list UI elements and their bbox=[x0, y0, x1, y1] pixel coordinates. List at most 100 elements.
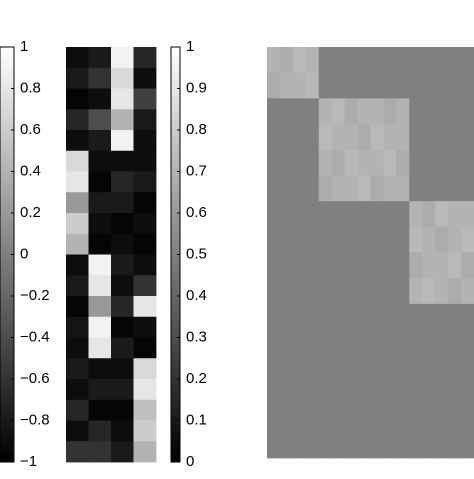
heatmap-cell bbox=[357, 226, 371, 253]
heatmap-cell bbox=[292, 303, 307, 330]
heatmap-cell bbox=[396, 124, 410, 151]
heatmap-cell bbox=[461, 149, 474, 176]
heatmap-cell bbox=[133, 67, 157, 89]
heatmap-cell bbox=[305, 175, 320, 202]
heatmap-cell bbox=[396, 201, 410, 228]
heatmap-cell bbox=[318, 303, 333, 330]
heatmap-cell bbox=[267, 329, 281, 356]
heatmap-cell bbox=[370, 252, 384, 279]
heatmap-cell bbox=[331, 432, 346, 459]
heatmap-cell bbox=[357, 47, 371, 74]
heatmap-cell bbox=[422, 406, 436, 433]
heatmap-cell bbox=[111, 379, 134, 401]
tick-label: 0.4 bbox=[186, 287, 207, 304]
heatmap-cell bbox=[422, 303, 436, 330]
heatmap-cell bbox=[422, 124, 436, 151]
heatmap-cell bbox=[370, 329, 384, 356]
heatmap-cell bbox=[448, 380, 462, 408]
heatmap-cell bbox=[370, 226, 384, 253]
heatmap-cell bbox=[66, 254, 89, 276]
heatmap-cell bbox=[267, 355, 281, 382]
heatmap-cell bbox=[331, 380, 346, 408]
heatmap-cell bbox=[461, 355, 474, 382]
heatmap-cell bbox=[88, 213, 112, 235]
heatmap-cell bbox=[409, 329, 423, 356]
heatmap-cell bbox=[133, 379, 157, 401]
heatmap-cell bbox=[331, 303, 346, 330]
heatmap-cell bbox=[111, 358, 134, 380]
heatmap-cell bbox=[357, 175, 371, 202]
heatmap-cell bbox=[88, 379, 112, 401]
heatmap-cell bbox=[409, 47, 423, 74]
tick-label: 0.2 bbox=[20, 204, 41, 221]
heatmap-cell bbox=[66, 337, 89, 359]
tick-label: 0.9 bbox=[186, 79, 207, 96]
heatmap-cell bbox=[111, 337, 134, 359]
heatmap-cell bbox=[88, 275, 112, 297]
tick-label: 0.7 bbox=[186, 162, 207, 179]
heatmap-cell bbox=[88, 130, 112, 152]
heatmap-cell bbox=[66, 213, 89, 235]
heatmap-cell bbox=[435, 329, 449, 356]
heatmap-cell bbox=[409, 355, 423, 382]
heatmap-cell bbox=[448, 124, 462, 151]
heatmap-cell bbox=[357, 303, 371, 330]
heatmap-cell bbox=[370, 47, 384, 74]
tick-label: 0.6 bbox=[20, 121, 41, 138]
tick-label: 0 bbox=[20, 245, 28, 262]
heatmap-cell bbox=[66, 192, 89, 214]
heatmap-cell bbox=[435, 149, 449, 176]
heatmap-cell bbox=[383, 72, 397, 99]
heatmap-cell bbox=[357, 329, 371, 356]
heatmap-cell bbox=[318, 72, 333, 99]
tick-label: 0.6 bbox=[186, 204, 207, 221]
heatmap-cell bbox=[396, 355, 410, 382]
heatmap-cell bbox=[409, 149, 423, 176]
heatmap-cell bbox=[133, 337, 157, 359]
heatmap-cell bbox=[370, 201, 384, 228]
heatmap-cell bbox=[66, 67, 89, 89]
heatmap-cell bbox=[267, 175, 281, 202]
heatmap-cell bbox=[331, 149, 346, 176]
heatmap-cell bbox=[383, 98, 397, 125]
heatmap-cell bbox=[88, 337, 112, 359]
heatmap-cell bbox=[396, 226, 410, 253]
tick-label: 0.8 bbox=[20, 79, 41, 96]
heatmap-cell bbox=[88, 233, 112, 255]
heatmap-cell bbox=[344, 98, 358, 125]
heatmap-cell bbox=[409, 278, 423, 305]
heatmap-cell bbox=[88, 420, 112, 442]
heatmap-cell bbox=[357, 252, 371, 279]
heatmap-cell bbox=[279, 303, 294, 330]
heatmap-cell bbox=[267, 201, 281, 228]
heatmap-cell bbox=[396, 380, 410, 408]
heatmap-cell bbox=[111, 67, 134, 89]
tick-label: 1 bbox=[186, 38, 194, 55]
heatmap-cell bbox=[133, 192, 157, 214]
heatmap-cell bbox=[409, 201, 423, 228]
heatmap-cell bbox=[357, 98, 371, 125]
heatmap-cell bbox=[422, 355, 436, 382]
heatmap-cell bbox=[88, 67, 112, 89]
heatmap-cell bbox=[357, 149, 371, 176]
heatmap-cell bbox=[88, 296, 112, 318]
heatmap-cell bbox=[292, 226, 307, 253]
tick-label: −0.4 bbox=[20, 328, 50, 345]
heatmap-cell bbox=[111, 296, 134, 318]
heatmap-cell bbox=[318, 149, 333, 176]
heatmap-cell bbox=[409, 98, 423, 125]
heatmap-cell bbox=[133, 171, 157, 193]
heatmap-cell bbox=[292, 72, 307, 99]
heatmap-cell bbox=[409, 175, 423, 202]
heatmap-cell bbox=[66, 399, 89, 421]
heatmap-cell bbox=[331, 175, 346, 202]
heatmap-cell bbox=[111, 275, 134, 297]
heatmap-cell bbox=[331, 226, 346, 253]
heatmap-cell bbox=[279, 432, 294, 459]
heatmap-cell bbox=[461, 175, 474, 202]
heatmap-cell bbox=[461, 380, 474, 408]
heatmap-cell bbox=[383, 149, 397, 176]
heatmap-cell bbox=[267, 72, 281, 99]
heatmap-cell bbox=[396, 98, 410, 125]
heatmap-cell bbox=[357, 380, 371, 408]
